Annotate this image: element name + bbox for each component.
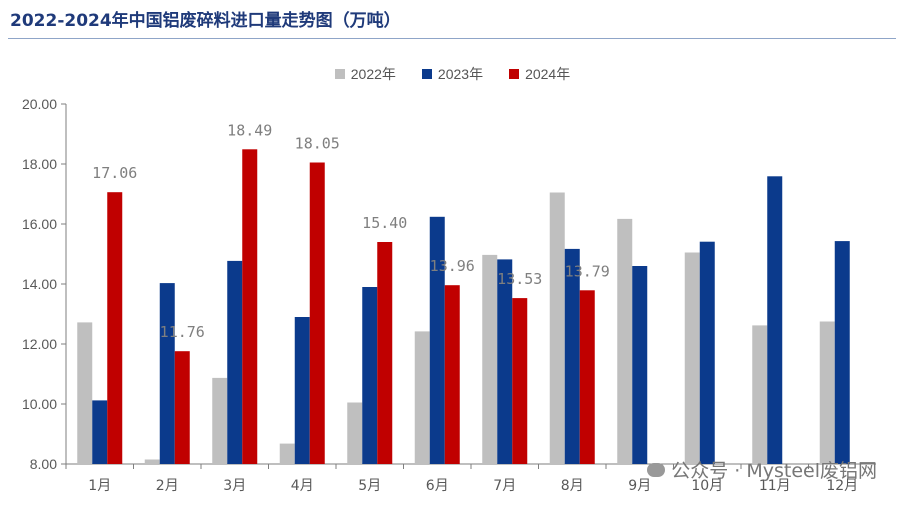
bar-2024年-5月	[377, 242, 393, 464]
x-tick-label: 8月	[561, 478, 584, 494]
bar-2022年-3月	[212, 377, 228, 464]
bar-2023年-5月	[362, 287, 378, 464]
y-tick-label: 20.00	[22, 96, 57, 112]
x-tick-label: 6月	[426, 478, 449, 494]
bar-2024年-4月	[309, 162, 325, 464]
legend-label-2024: 2024年	[525, 66, 571, 82]
bar-2024年-7月	[512, 298, 528, 464]
y-tick-label: 14.00	[22, 276, 57, 292]
x-tick-label: 7月	[493, 478, 516, 494]
legend-item-2023: 2023年	[421, 64, 484, 84]
data-label-2024: 15.40	[362, 214, 407, 232]
bar-2024年-6月	[444, 285, 460, 464]
x-tick-label: 11月	[759, 478, 791, 494]
bar-2022年-2月	[144, 459, 160, 464]
chart-title: 2022-2024年中国铝废碎料进口量走势图（万吨）	[10, 11, 401, 31]
wechat-watermark: 公众号 · Mysteel废铝网	[647, 456, 877, 483]
bar-2022年-9月	[617, 218, 633, 464]
watermark-text: 公众号 · Mysteel废铝网	[671, 460, 877, 482]
bar-2023年-9月	[632, 266, 648, 464]
bar-2022年-5月	[347, 402, 363, 464]
title-divider	[8, 38, 896, 39]
legend-swatch-2024	[509, 69, 520, 79]
wechat-icon	[647, 462, 666, 477]
data-label-2024: 17.06	[92, 164, 137, 182]
x-tick-label: 5月	[358, 478, 381, 494]
bar-2022年-12月	[819, 321, 835, 464]
bar-2022年-8月	[549, 192, 565, 464]
bar-2023年-7月	[497, 259, 513, 464]
bar-2024年-3月	[242, 149, 258, 465]
bar-2024年-1月	[107, 192, 123, 464]
bar-2022年-4月	[279, 443, 295, 464]
bar-2023年-11月	[767, 176, 783, 465]
y-tick-label: 12.00	[22, 336, 57, 352]
y-tick-label: 10.00	[22, 396, 57, 412]
legend-item-2024: 2024年	[509, 64, 570, 84]
bar-2023年-8月	[564, 248, 580, 464]
x-tick-label: 9月	[628, 478, 651, 494]
bar-2022年-1月	[77, 322, 93, 464]
data-label-2024: 13.96	[430, 257, 475, 275]
data-label-2024: 18.05	[295, 135, 340, 153]
legend-label-2023: 2023年	[437, 66, 484, 82]
chart-legend: 2022年 2023年 2024年	[0, 64, 905, 84]
data-label-2024: 13.53	[497, 270, 542, 288]
legend-swatch-2023	[421, 69, 432, 79]
bar-2023年-4月	[294, 317, 310, 464]
bar-2024年-2月	[174, 351, 190, 464]
x-tick-label: 10月	[691, 478, 723, 494]
bar-2022年-7月	[482, 254, 498, 464]
bar-2024年-8月	[579, 290, 595, 464]
bar-2022年-11月	[752, 325, 768, 464]
bar-2023年-1月	[92, 400, 108, 464]
legend-label-2022: 2022年	[350, 66, 396, 82]
y-tick-label: 18.00	[22, 156, 57, 172]
legend-item-2022: 2022年	[334, 64, 396, 84]
x-tick-label: 2月	[156, 478, 179, 494]
x-tick-label: 4月	[291, 478, 314, 494]
bar-2023年-10月	[699, 241, 715, 464]
legend-swatch-2022	[334, 69, 345, 79]
bar-2022年-6月	[414, 331, 430, 464]
bar-2023年-3月	[227, 260, 243, 464]
x-tick-label: 12月	[826, 478, 858, 494]
x-tick-label: 1月	[88, 478, 111, 494]
data-label-2024: 18.49	[227, 121, 272, 139]
y-tick-label: 16.00	[22, 216, 57, 232]
bar-2023年-2月	[159, 283, 175, 464]
bar-2022年-10月	[684, 252, 700, 464]
bar-2023年-12月	[834, 241, 850, 464]
data-label-2024: 13.79	[565, 262, 610, 280]
data-label-2024: 11.76	[160, 323, 205, 341]
bar-2023年-6月	[429, 216, 445, 464]
y-tick-label: 8.00	[30, 456, 57, 472]
x-tick-label: 3月	[223, 478, 246, 494]
